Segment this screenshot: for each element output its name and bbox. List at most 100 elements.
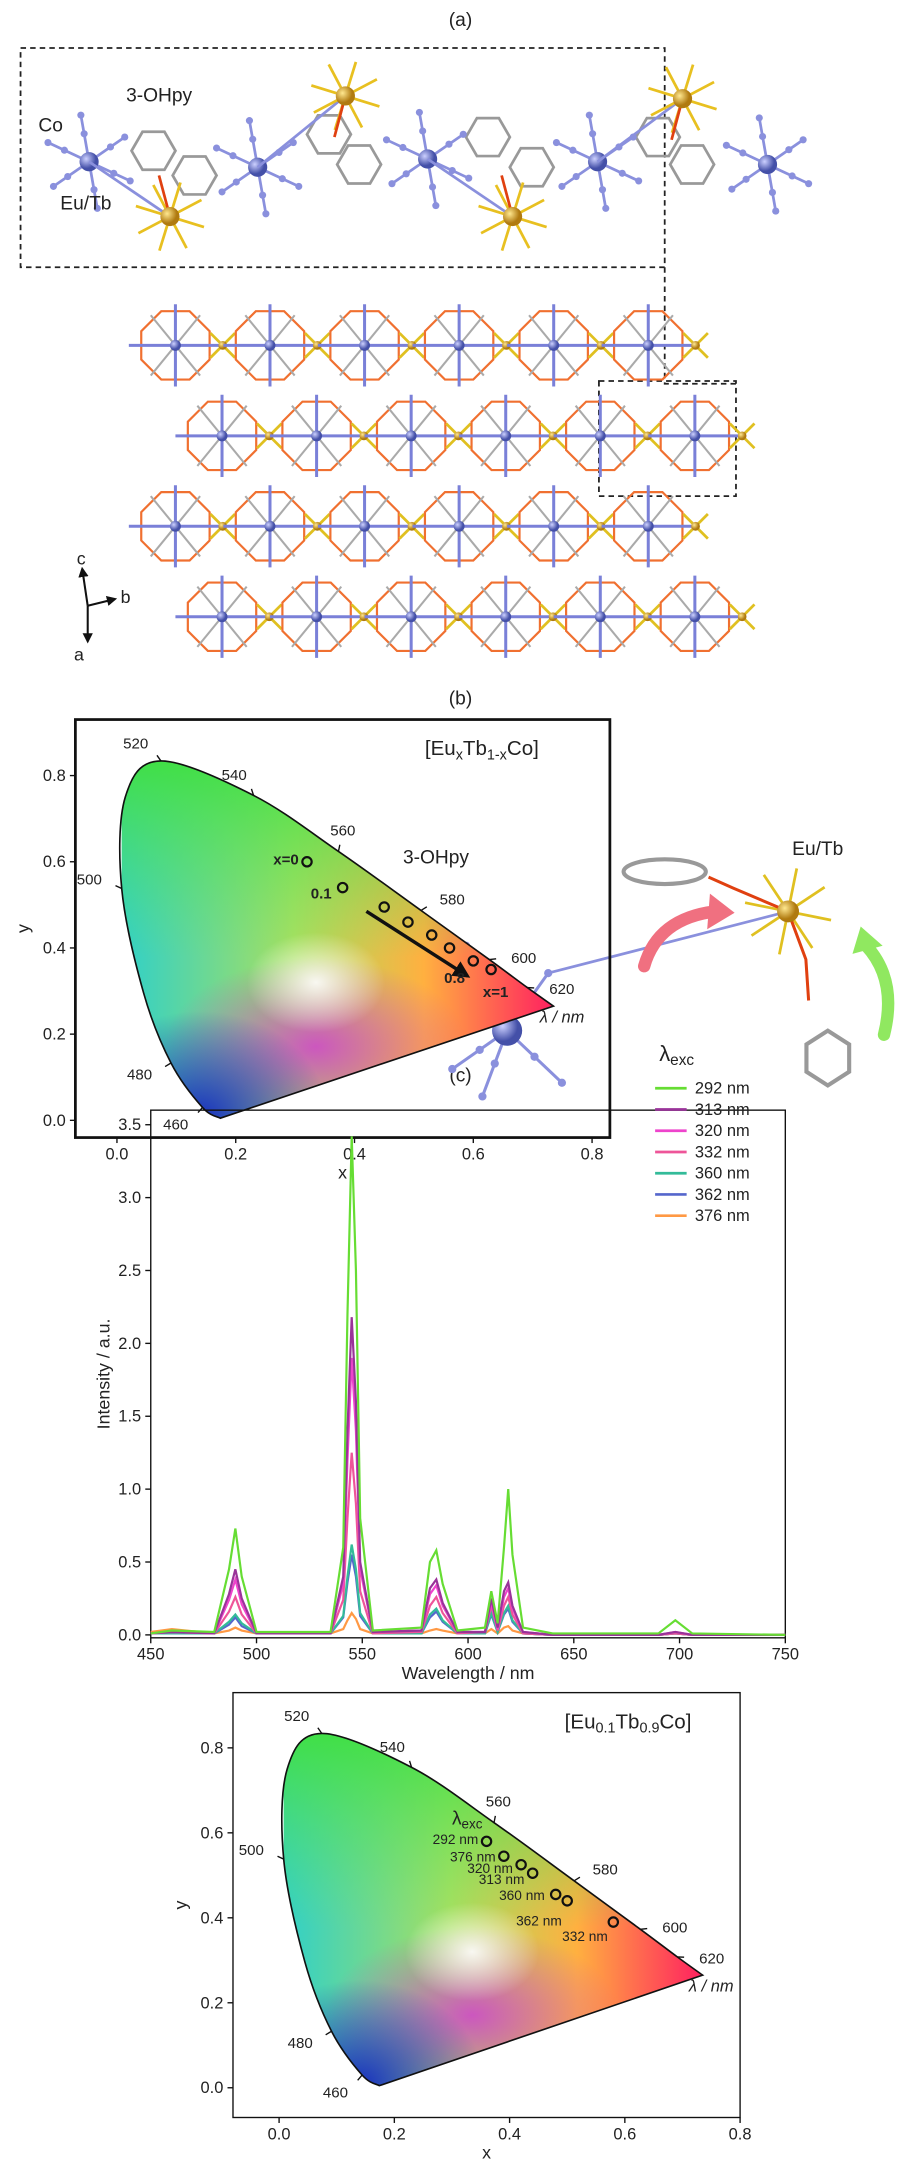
ring — [129, 130, 178, 172]
locus-tick — [115, 884, 122, 890]
locus-label: 540 — [222, 767, 247, 784]
atom — [212, 144, 221, 152]
atom — [772, 207, 780, 215]
co-atom — [216, 430, 228, 442]
eu-atom — [596, 341, 606, 350]
chart-title: [Eu0.1Tb0.9Co] — [565, 1710, 692, 1736]
data-point — [480, 1835, 493, 1848]
y-tick-label: 2.0 — [118, 1335, 141, 1353]
locus-label: 540 — [380, 1739, 405, 1756]
legend-label: 360 nm — [695, 1165, 750, 1183]
point-label: 292 nm — [433, 1832, 479, 1847]
text-part: [Eu — [565, 1710, 596, 1733]
panel-label: (a) — [449, 10, 472, 31]
x-tick-label: 550 — [349, 1646, 376, 1664]
co-atom — [264, 520, 276, 532]
atom — [552, 138, 561, 147]
x-tick-label: 0.4 — [343, 1145, 366, 1163]
atom — [278, 175, 286, 183]
atom — [722, 141, 730, 149]
eu-atom — [218, 341, 228, 350]
x-tick-label: 0.2 — [224, 1145, 247, 1163]
data-point — [402, 916, 414, 928]
locus-label: 460 — [323, 2084, 348, 2101]
ring — [668, 144, 716, 185]
data-point — [515, 1858, 527, 1871]
co-atom — [405, 611, 417, 623]
data-point — [561, 1895, 573, 1907]
locus-label: 480 — [127, 1067, 152, 1084]
atom — [110, 169, 118, 177]
atom — [544, 968, 553, 978]
co-atom — [453, 520, 465, 532]
eu-atom — [502, 206, 523, 227]
ring — [659, 400, 731, 472]
ring — [234, 491, 306, 562]
co-atom — [689, 430, 701, 442]
energy-arrow — [637, 905, 722, 973]
atom — [106, 143, 115, 151]
point-label: 362 nm — [516, 1913, 562, 1928]
atom — [768, 188, 776, 197]
atom — [585, 111, 593, 119]
eu-atom — [672, 89, 693, 109]
link — [88, 160, 171, 218]
atom — [805, 180, 813, 188]
text-part: Co] — [507, 737, 539, 760]
eu-atom — [312, 341, 322, 350]
x-tick-label: 0.0 — [268, 2125, 291, 2143]
atom-label: 3-OHpy — [403, 847, 469, 868]
y-tick-label: 0.0 — [118, 1626, 141, 1644]
co-atom — [311, 611, 323, 623]
co-atom — [216, 611, 228, 623]
atom — [64, 172, 72, 181]
co-atom — [689, 611, 701, 623]
energy-arrow-head — [852, 926, 883, 954]
locus-tick — [277, 1855, 284, 1860]
atom-label: 3-OHpy — [126, 85, 192, 106]
subscript: 0.9 — [639, 1720, 659, 1736]
ring — [329, 310, 400, 381]
co-atom — [169, 339, 181, 351]
eu-atom — [737, 612, 747, 622]
x-tick-label: 0.8 — [729, 2125, 752, 2143]
ring — [565, 400, 636, 472]
co-atom — [548, 520, 560, 532]
locus-tick — [325, 2030, 332, 2036]
eu-atom — [454, 612, 463, 622]
atom-label: Eu/Tb — [792, 839, 843, 860]
data-point — [549, 1888, 562, 1901]
legend-label: 332 nm — [695, 1143, 750, 1161]
atom — [90, 186, 98, 194]
locus-label: 620 — [549, 981, 574, 998]
axis-label: b — [121, 587, 131, 607]
locus-tick — [250, 788, 255, 796]
ring — [470, 581, 542, 653]
atom — [728, 185, 736, 193]
axis-arrow — [87, 595, 118, 607]
ring — [335, 144, 383, 185]
dashed-box — [598, 380, 737, 498]
text-part: [Eu — [425, 737, 456, 760]
co-atom — [311, 430, 323, 442]
x-tick-label: 0.0 — [106, 1145, 129, 1163]
ring — [518, 491, 589, 562]
y-tick-label: 0.5 — [118, 1553, 141, 1571]
point-label: 360 nm — [499, 1888, 545, 1903]
atom — [799, 136, 807, 144]
data-point — [467, 955, 480, 967]
atom — [49, 182, 58, 190]
energy-arrow-head — [707, 893, 735, 930]
x-axis-label: x — [482, 2143, 491, 2160]
ring — [612, 491, 684, 562]
gradient — [246, 932, 386, 1033]
co-atom — [757, 154, 778, 175]
point-label: x=0 — [273, 852, 299, 869]
eu-atom — [407, 341, 417, 350]
atom — [60, 146, 68, 154]
y-tick-label: 0.8 — [43, 767, 66, 785]
locus-label: 480 — [288, 2035, 313, 2052]
co-atom — [169, 520, 181, 532]
atom — [788, 172, 796, 180]
